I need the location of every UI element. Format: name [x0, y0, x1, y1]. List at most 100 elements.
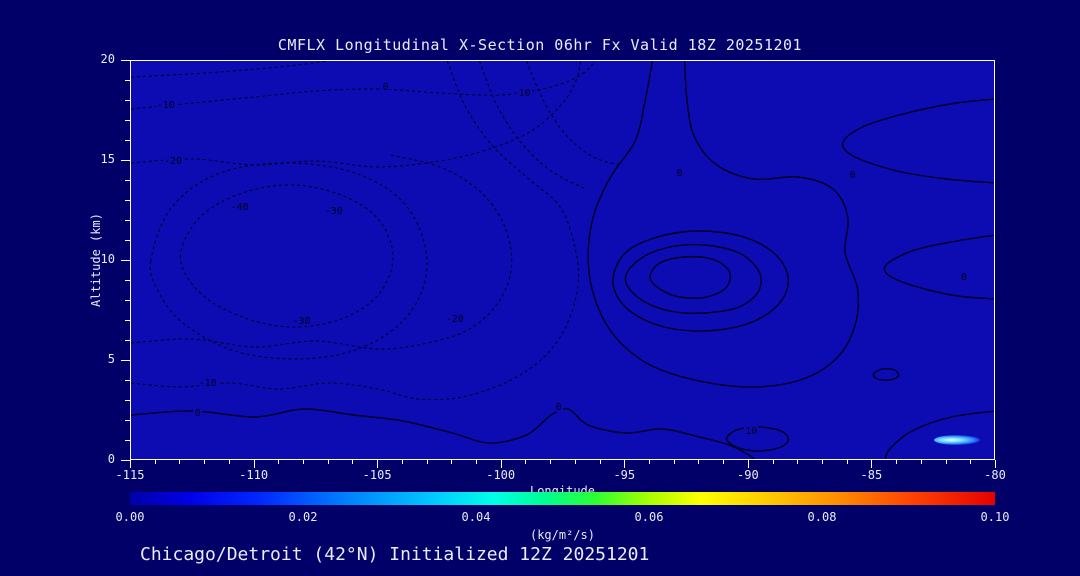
x-tick-label: -100	[486, 468, 516, 482]
contour-line-level--10	[131, 61, 329, 78]
x-major-tick	[130, 460, 131, 468]
colorbar-tick-label: 0.08	[807, 510, 837, 524]
y-minor-tick	[125, 280, 130, 281]
colorbar-tick-label: 0.00	[115, 510, 145, 524]
colorbar-tick-label: 0.04	[461, 510, 491, 524]
contour-line-level-0	[883, 234, 994, 300]
x-minor-tick	[698, 460, 700, 464]
contour-label: -20	[164, 156, 182, 167]
contour-line-level-0	[131, 407, 756, 459]
y-tick-label: 5	[107, 352, 115, 366]
x-major-tick	[995, 460, 996, 468]
x-tick-label: -85	[860, 468, 883, 482]
x-minor-tick	[426, 460, 428, 464]
plot-area: -10 0 -10 -20 -40 -30 -30 -20 -10 0 0 10 0 0 0	[130, 60, 995, 460]
x-minor-tick	[920, 460, 922, 464]
contour-line-level--10	[525, 61, 621, 166]
x-minor-tick	[970, 460, 972, 464]
x-tick-label: -90	[737, 468, 759, 482]
x-major-tick	[624, 460, 626, 468]
y-tick-label: 10	[100, 252, 115, 266]
y-minor-tick	[125, 100, 130, 101]
contour-line-level--10	[479, 61, 586, 190]
x-tick-label: -115	[115, 468, 145, 482]
x-tick-label: -80	[984, 468, 1006, 482]
y-minor-tick	[125, 420, 130, 421]
y-major-tick	[121, 260, 130, 261]
x-tick-label: -95	[613, 468, 636, 482]
y-major-tick	[121, 460, 130, 461]
contour-line-level-0	[587, 61, 860, 388]
y-minor-tick	[125, 440, 130, 441]
contour-label: -30	[292, 316, 310, 327]
colorbar-tick-label: 0.06	[634, 510, 664, 524]
contour-line-level-0	[872, 367, 900, 381]
colorbar	[130, 492, 995, 505]
x-major-tick	[871, 460, 873, 468]
contour-line-level--20	[131, 61, 582, 168]
y-minor-tick	[125, 300, 130, 301]
x-minor-tick	[451, 460, 453, 464]
contour-label: -10	[157, 100, 175, 111]
x-minor-tick	[401, 460, 403, 464]
contour-label: 0	[677, 168, 683, 179]
x-tick-label: -105	[362, 468, 392, 482]
x-major-tick	[253, 460, 255, 468]
colorbar-tick-label: 0.10	[980, 510, 1010, 524]
x-minor-tick	[327, 460, 329, 464]
x-minor-tick	[797, 460, 799, 464]
x-minor-tick	[303, 460, 304, 464]
y-minor-tick	[125, 240, 130, 241]
x-minor-tick	[896, 460, 898, 464]
x-minor-tick	[154, 460, 156, 464]
y-minor-tick	[125, 380, 130, 381]
contour-label: -20	[446, 314, 464, 325]
x-minor-tick	[945, 460, 947, 464]
contour-label: 0	[961, 272, 967, 283]
y-minor-tick	[125, 340, 130, 341]
contour-label: 0	[850, 170, 856, 181]
x-minor-tick	[179, 460, 181, 464]
x-minor-tick	[476, 460, 477, 464]
x-minor-tick	[574, 460, 576, 464]
contour-label: 10	[745, 426, 757, 437]
y-tick-label: 15	[100, 152, 115, 166]
contour-line-level--10	[131, 61, 579, 401]
contour-line-level-20	[624, 243, 762, 315]
contour-line-level-0	[884, 410, 994, 459]
x-minor-tick	[673, 460, 675, 464]
x-minor-tick	[599, 460, 601, 464]
y-minor-tick	[125, 140, 130, 141]
x-minor-tick	[649, 460, 650, 464]
colorbar-tick-label: 0.02	[288, 510, 318, 524]
run-caption: Chicago/Detroit (42°N) Initialized 12Z 2…	[140, 544, 650, 565]
x-minor-tick	[204, 460, 206, 464]
y-major-tick	[121, 60, 130, 61]
contour-label: -30	[325, 206, 343, 217]
x-minor-tick	[772, 460, 774, 464]
contour-line-level-10	[612, 230, 790, 332]
contour-line-level--20	[131, 154, 513, 350]
x-minor-tick	[550, 460, 552, 464]
y-tick-label: 20	[100, 52, 115, 66]
x-minor-tick	[822, 460, 823, 464]
x-tick-label: -110	[239, 468, 269, 482]
contour-label: -10	[512, 88, 530, 99]
contour-line-level-30	[649, 255, 732, 299]
plot-title: CMFLX Longitudinal X-Section 06hr Fx Val…	[277, 36, 803, 54]
x-minor-tick	[228, 460, 230, 464]
contour-line-level--10	[131, 61, 596, 110]
contour-label: 0	[195, 408, 201, 419]
flux-hotspot	[933, 435, 980, 445]
contour-line-level-10	[725, 426, 790, 452]
contour-line-level--30	[149, 162, 428, 360]
contour-canvas: -10 0 -10 -20 -40 -30 -30 -20 -10 0 0 10 0 0 0	[131, 61, 994, 459]
x-minor-tick	[352, 460, 354, 464]
x-major-tick	[500, 460, 502, 468]
y-minor-tick	[125, 180, 130, 181]
x-major-tick	[747, 460, 749, 468]
y-minor-tick	[125, 200, 130, 201]
y-minor-tick	[125, 400, 130, 401]
x-major-tick	[377, 460, 379, 468]
